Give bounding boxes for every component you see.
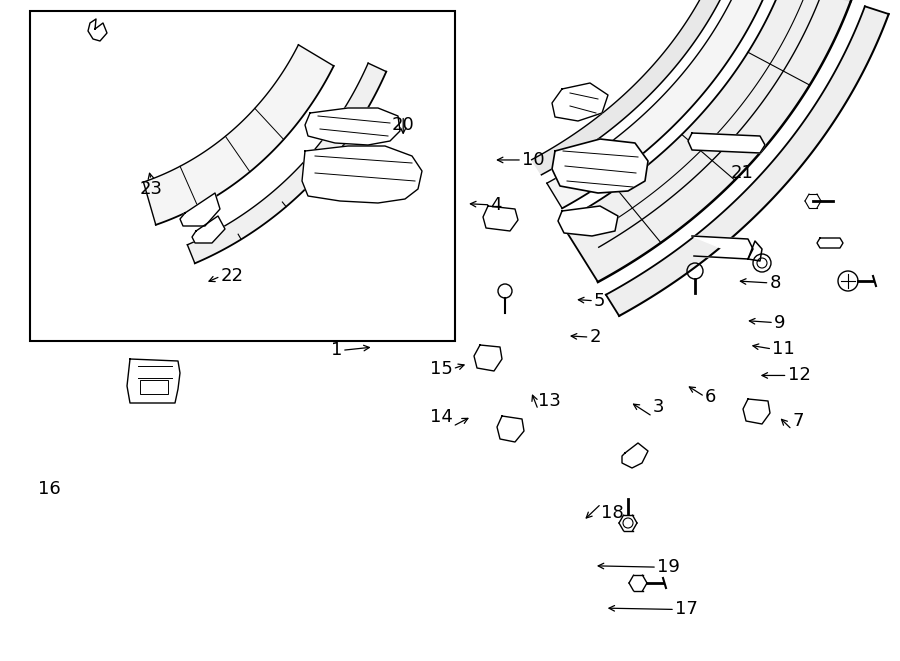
Text: 17: 17 [675,600,698,619]
Polygon shape [302,146,422,203]
Text: 7: 7 [792,412,804,430]
Text: 9: 9 [774,313,786,332]
Polygon shape [547,0,776,208]
Polygon shape [143,45,334,225]
Polygon shape [552,83,608,121]
Bar [140,380,168,394]
Polygon shape [622,443,648,468]
Polygon shape [561,0,857,282]
Text: 3: 3 [652,399,664,416]
Text: 8: 8 [770,274,781,292]
Polygon shape [719,0,874,2]
Text: 20: 20 [392,116,415,134]
Text: 18: 18 [601,504,624,522]
Polygon shape [817,238,843,248]
Text: 6: 6 [705,387,716,406]
Text: 10: 10 [522,151,544,169]
Text: 23: 23 [140,180,163,198]
Polygon shape [474,345,502,371]
Polygon shape [692,236,762,261]
Polygon shape [552,139,648,193]
Text: 4: 4 [491,196,502,214]
Text: 19: 19 [657,558,680,576]
Polygon shape [192,216,225,243]
Text: 11: 11 [772,340,795,358]
Polygon shape [127,359,180,403]
Text: 22: 22 [220,267,244,286]
Text: 21: 21 [731,164,753,182]
Polygon shape [305,108,400,145]
Text: 2: 2 [590,328,601,346]
Text: 13: 13 [538,392,561,410]
Text: 16: 16 [38,480,60,498]
Polygon shape [743,399,770,424]
Polygon shape [180,193,220,226]
Polygon shape [187,63,386,263]
Polygon shape [483,206,518,231]
Polygon shape [688,133,765,153]
Polygon shape [606,7,888,316]
Text: 15: 15 [430,360,453,378]
Polygon shape [558,206,618,236]
Bar [30,11,455,341]
Text: 5: 5 [594,292,606,310]
Text: 12: 12 [788,366,810,385]
Text: 14: 14 [430,408,453,426]
Text: 1: 1 [330,341,342,360]
Polygon shape [532,0,736,175]
Polygon shape [497,416,524,442]
